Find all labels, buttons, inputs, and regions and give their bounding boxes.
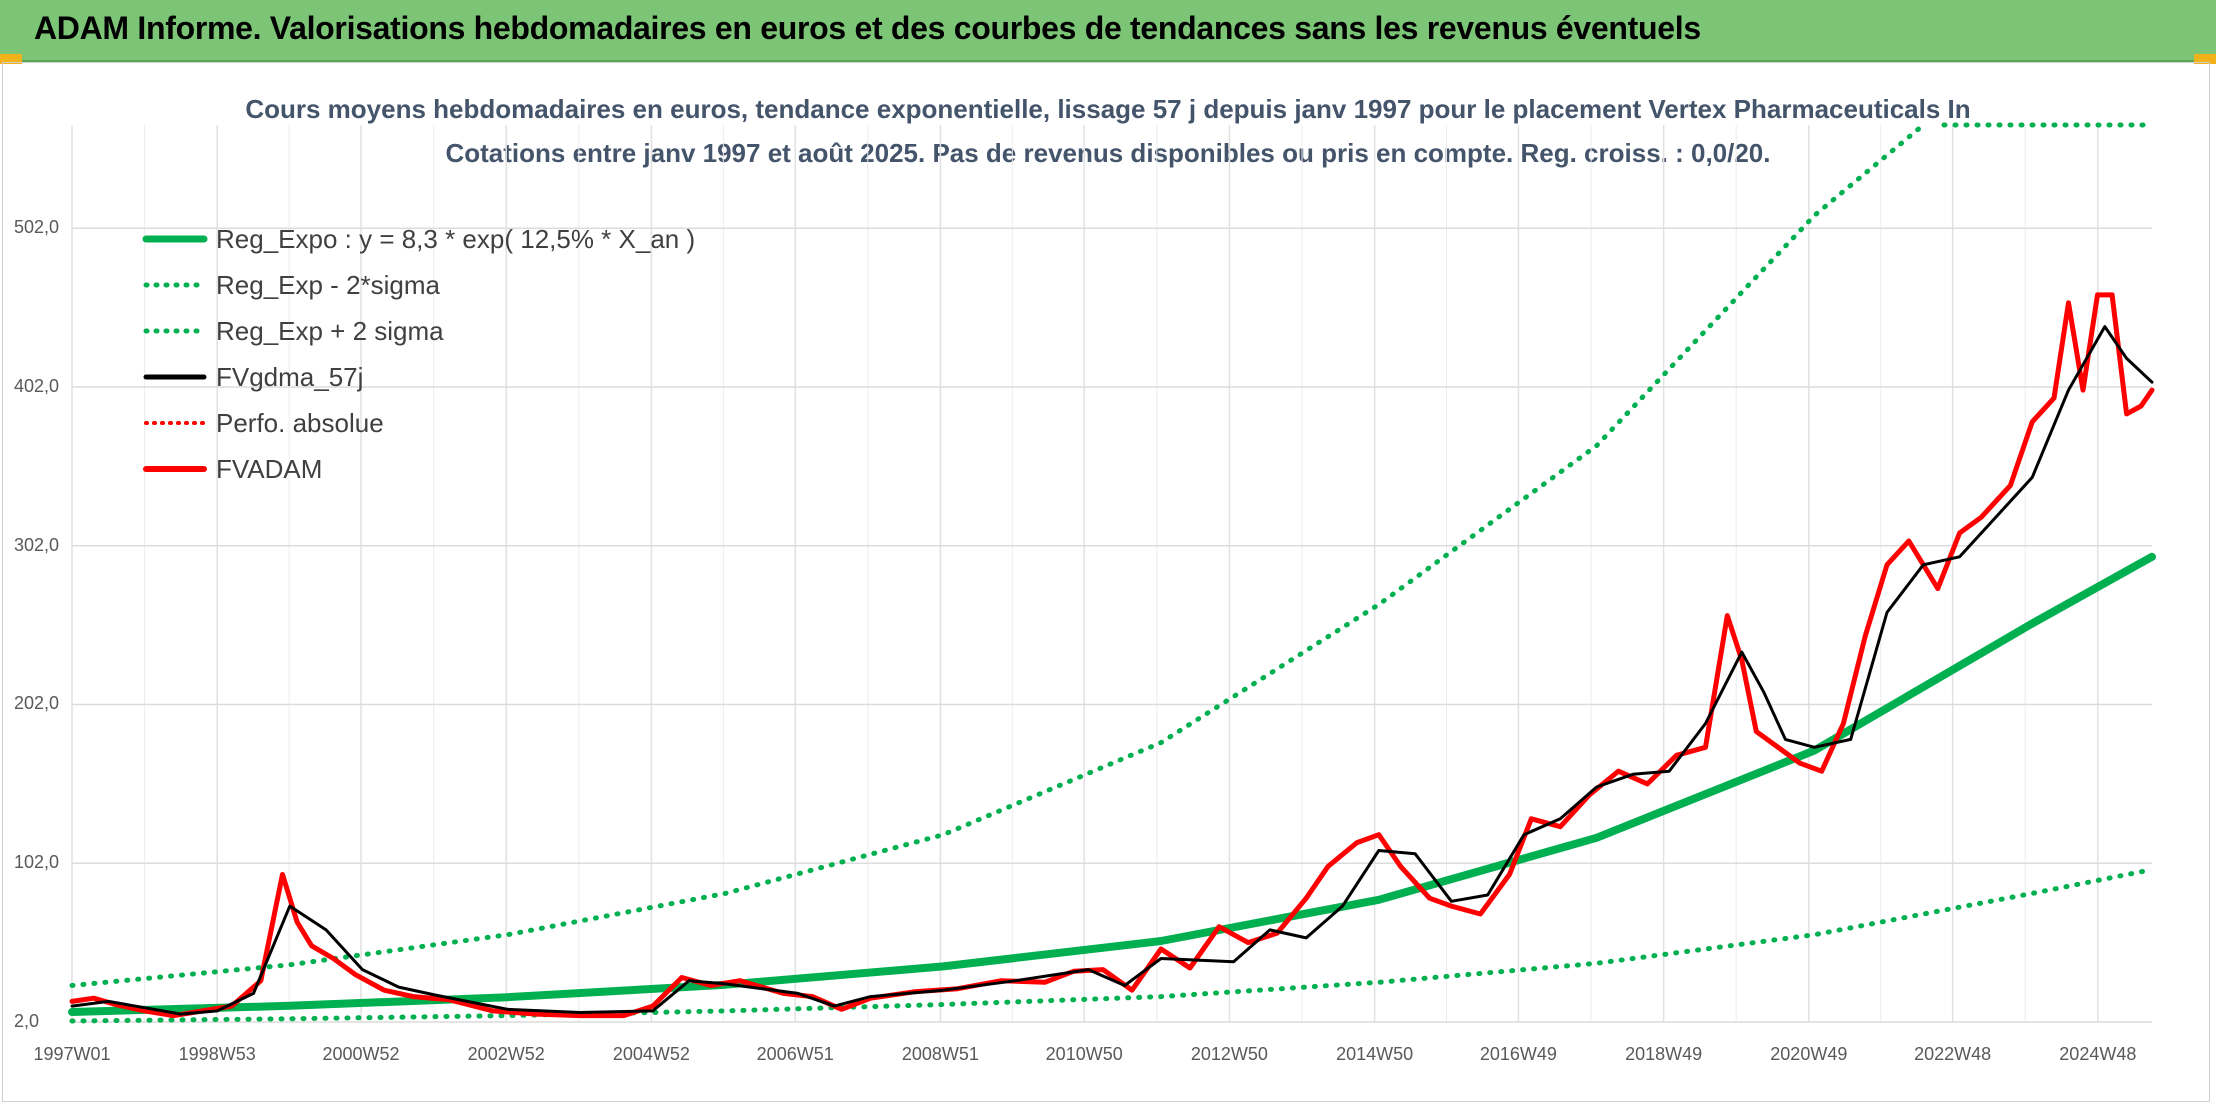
y-tick-label: 302,0: [14, 534, 60, 555]
corner-mark-right: [2194, 54, 2216, 64]
legend-swatch: [144, 421, 206, 425]
x-tick-label: 2020W49: [1770, 1044, 1848, 1064]
x-tick-label: 2014W50: [1336, 1044, 1414, 1064]
x-tick-label: 2000W52: [322, 1044, 400, 1064]
y-tick-label: 202,0: [14, 693, 60, 714]
x-tick-label: 2022W48: [1914, 1044, 1992, 1064]
legend-label: Perfo. absolue: [216, 407, 384, 438]
corner-mark-left: [0, 54, 22, 64]
x-tick-label: 1998W53: [178, 1044, 256, 1064]
y-tick-label: 102,0: [14, 852, 60, 873]
header-title: ADAM Informe. Valorisations hebdomadaire…: [34, 10, 1701, 46]
legend-item: FVADAM: [142, 446, 695, 492]
legend-label: Reg_Exp - 2*sigma: [216, 269, 440, 300]
y-tick-label: 402,0: [14, 375, 60, 396]
chart-title: Cours moyens hebdomadaires en euros, ten…: [245, 94, 1971, 124]
legend-label: Reg_Expo : y = 8,3 * exp( 12,5% * X_an ): [216, 223, 696, 254]
series-line-fvadam: [69, 292, 2155, 1019]
x-tick-label: 2024W48: [2059, 1044, 2137, 1064]
legend-item: FVgdma_57j: [142, 354, 695, 400]
legend-item: Reg_Exp - 2*sigma: [142, 262, 695, 308]
legend-swatch: [143, 374, 207, 380]
series-line-reg-exp-2-sigma: [69, 867, 2155, 1024]
series-line-reg-exp-2-sigma: [69, 122, 1926, 988]
series-line-reg-expo-y-8-3-exp-12-5-x-an: [68, 552, 2156, 1016]
legend-item: Reg_Exp + 2 sigma: [142, 308, 695, 354]
chart-frame: [2, 62, 2210, 1102]
y-tick-label: 502,0: [14, 217, 60, 238]
legend-label: FVgdma_57j: [216, 361, 364, 392]
legend-swatch: [143, 328, 207, 334]
x-tick-label: 2002W52: [467, 1044, 545, 1064]
y-tick-label: 2,0: [14, 1011, 40, 1031]
legend: Reg_Expo : y = 8,3 * exp( 12,5% * X_an )…: [142, 216, 695, 492]
x-tick-label: 1997W01: [33, 1044, 111, 1064]
x-tick-label: 2016W49: [1479, 1044, 1557, 1064]
x-tick-label: 2012W50: [1190, 1044, 1268, 1064]
chart-subtitle: Cotations entre janv 1997 et août 2025. …: [445, 138, 1771, 168]
legend-label: FVADAM: [216, 453, 323, 484]
x-tick-label: 2004W52: [612, 1044, 690, 1064]
x-tick-label: 2010W50: [1045, 1044, 1123, 1064]
x-tick-label: 2018W49: [1625, 1044, 1703, 1064]
x-tick-label: 2006W51: [756, 1044, 834, 1064]
legend-item: Perfo. absolue: [142, 400, 695, 446]
legend-label: Reg_Exp + 2 sigma: [216, 315, 444, 346]
legend-swatch: [142, 235, 208, 243]
legend-swatch: [143, 282, 207, 288]
x-tick-label: 2008W51: [901, 1044, 979, 1064]
header-band: ADAM Informe. Valorisations hebdomadaire…: [0, 0, 2216, 62]
legend-item: Reg_Expo : y = 8,3 * exp( 12,5% * X_an ): [142, 216, 695, 262]
legend-swatch: [143, 466, 207, 472]
series-line-fvgdma-57j: [70, 325, 2154, 1016]
